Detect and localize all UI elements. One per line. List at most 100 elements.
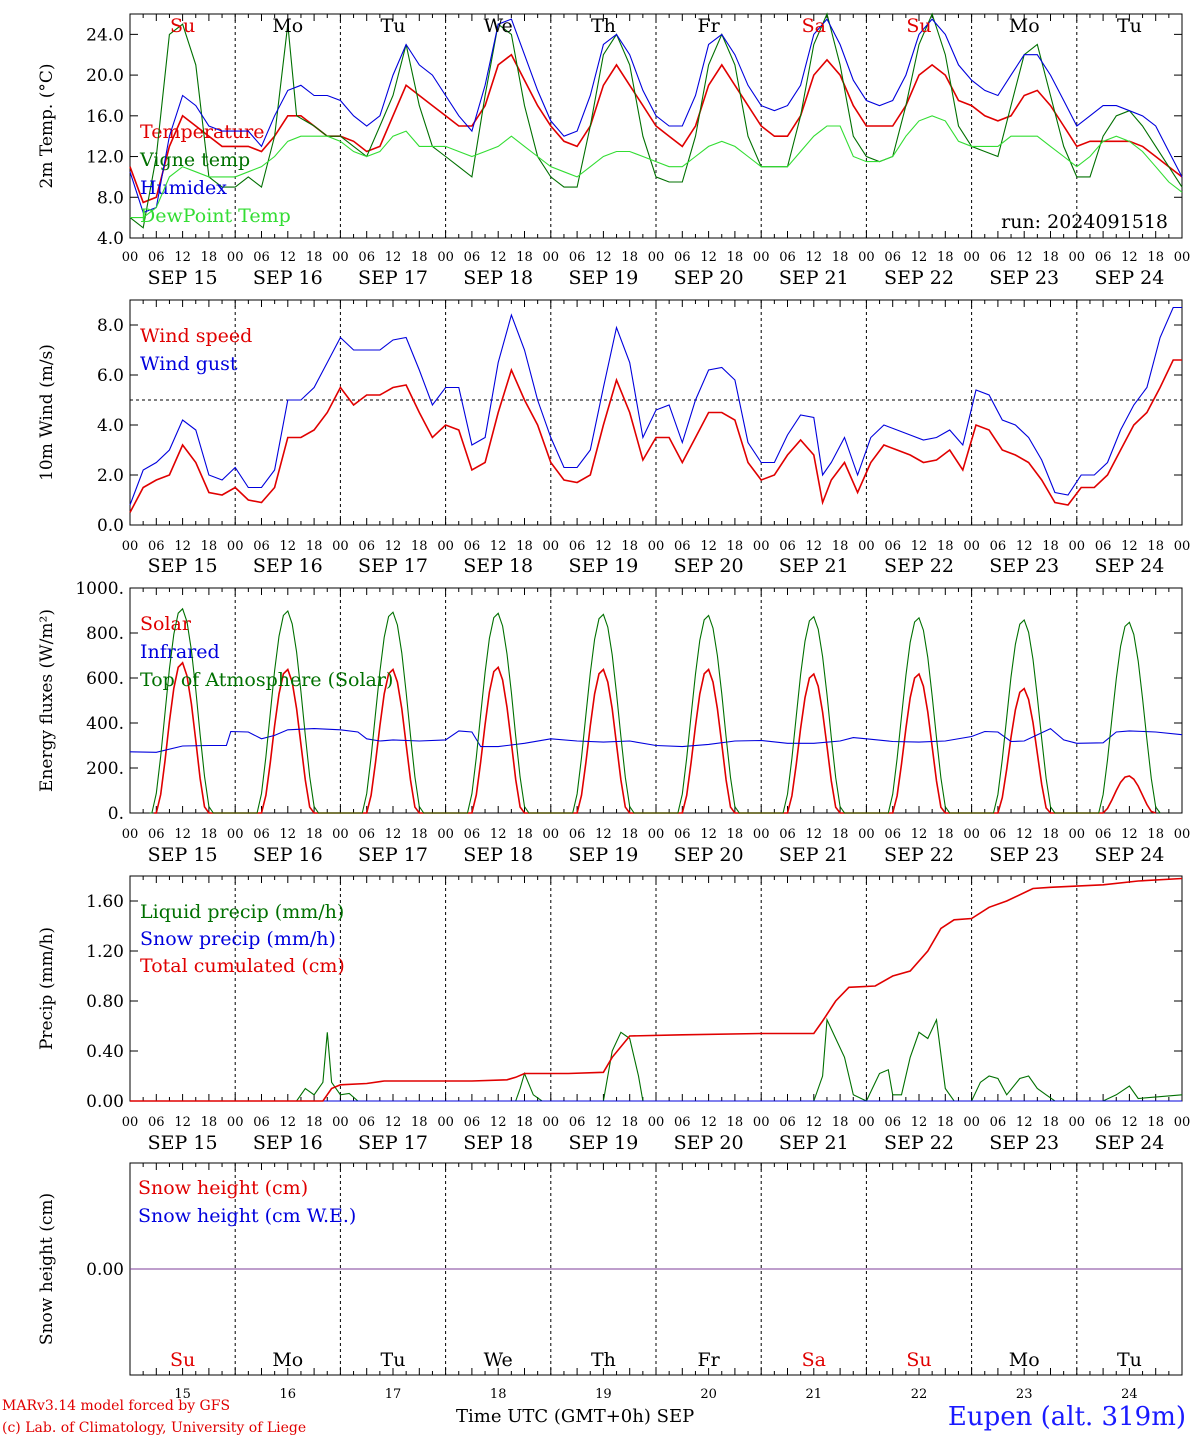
panel4-hour-label: 12 <box>1016 1115 1033 1130</box>
panel3-hour-label: 00 <box>753 827 770 842</box>
panel3-hour-label: 12 <box>700 827 717 842</box>
panel2-date-label: SEP 18 <box>463 555 533 577</box>
panel1-hour-label: 06 <box>779 250 796 265</box>
panel4-hour-label: 18 <box>832 1115 849 1130</box>
panel3-legend-solar: Solar <box>140 613 192 635</box>
panel3-hour-label: 00 <box>122 827 139 842</box>
panel3-hour-label: 12 <box>490 827 507 842</box>
panel3-frame <box>129 587 1183 814</box>
panel2-ylabel: 10m Wind (m/s) <box>37 344 57 481</box>
panel4-hour-label: 12 <box>806 1115 823 1130</box>
panel4-date-label: SEP 22 <box>884 1132 954 1154</box>
panel4-hour-label: 12 <box>174 1115 191 1130</box>
panel2-hour-label: 06 <box>464 539 481 554</box>
panel3-date-label: SEP 18 <box>463 844 533 866</box>
panel3-date-label: SEP 23 <box>989 844 1059 866</box>
panel2-hour-label: 00 <box>227 539 244 554</box>
panel4-hour-label: 12 <box>490 1115 507 1130</box>
panel4-hour-label: 06 <box>569 1115 586 1130</box>
top-weekday-label: Su <box>170 15 195 37</box>
bottom-weekday-label: Fr <box>697 1349 720 1371</box>
panel1-hour-label: 18 <box>516 250 533 265</box>
panel2-date-label: SEP 16 <box>253 555 323 577</box>
panel3-hour-label: 18 <box>621 827 638 842</box>
panel1-hour-label: 06 <box>990 250 1007 265</box>
panel5-ylabel: Snow height (cm) <box>37 1193 57 1345</box>
panel3-hour-label: 00 <box>332 827 349 842</box>
panel4-hour-label: 06 <box>779 1115 796 1130</box>
panel3-hour-label: 06 <box>779 827 796 842</box>
panel2-series-wind-gust <box>129 306 1182 506</box>
panel3-ytick-label: 200. <box>86 759 124 779</box>
panel2-hour-label: 12 <box>490 539 507 554</box>
panel3-ylabel: Energy fluxes (W/m²) <box>37 609 57 792</box>
bottom-day-number: 16 <box>280 1387 297 1402</box>
panel1-hour-label: 12 <box>806 250 823 265</box>
panel2-hour-label: 06 <box>569 539 586 554</box>
panel4-date-label: SEP 19 <box>568 1132 638 1154</box>
panel2-hour-label: 18 <box>1042 539 1059 554</box>
panel2-date-label: SEP 15 <box>148 555 218 577</box>
top-weekday-label: Tu <box>1117 15 1142 37</box>
panel4-hour-label: 00 <box>963 1115 980 1130</box>
panel4-legend-liquid-precip-mm-h: Liquid precip (mm/h) <box>140 901 344 923</box>
panel3-date-label: SEP 20 <box>674 844 744 866</box>
panel1-ytick-label: 12.0 <box>86 148 124 168</box>
top-weekday-label: We <box>484 15 513 37</box>
panel3-hour-label: 18 <box>1147 827 1164 842</box>
panel2-hour-label: 06 <box>779 539 796 554</box>
panel3-hour-label: 06 <box>148 827 165 842</box>
panel3-date-label: SEP 21 <box>779 844 849 866</box>
panel1-hour-label: 18 <box>306 250 323 265</box>
bottom-weekday-label: Su <box>170 1349 195 1371</box>
panel2-hour-label: 00 <box>543 539 560 554</box>
panel1-date-label: SEP 22 <box>884 267 954 289</box>
panel4-hour-label: 12 <box>1121 1115 1138 1130</box>
panel4-hour-label: 18 <box>1147 1115 1164 1130</box>
panel4-hour-label: 00 <box>122 1115 139 1130</box>
panel2-hour-label: 18 <box>1147 539 1164 554</box>
panel1-date-label: SEP 16 <box>253 267 323 289</box>
panel4-series-total-cumulated-cm <box>130 877 1183 1102</box>
panel4-hour-label: 00 <box>437 1115 454 1130</box>
panel1-hour-label: 12 <box>1121 250 1138 265</box>
panel2-hour-label: 12 <box>385 539 402 554</box>
panel4-hour-label: 00 <box>543 1115 560 1130</box>
panel4-date-label: SEP 15 <box>148 1132 218 1154</box>
panel3-hour-label: 00 <box>1069 827 1086 842</box>
top-weekday-label: Sa <box>802 15 826 37</box>
panel2-hour-label: 00 <box>122 539 139 554</box>
panel2-hour-label: 12 <box>911 539 928 554</box>
panel3-hour-label: 06 <box>253 827 270 842</box>
panel4-date-label: SEP 20 <box>674 1132 744 1154</box>
panel4-hour-label: 18 <box>201 1115 218 1130</box>
panel1-hour-label: 00 <box>753 250 770 265</box>
panel4-ytick-label: 0.80 <box>86 992 124 1012</box>
bottom-weekday-label: Sa <box>802 1349 826 1371</box>
panel3-hour-label: 00 <box>648 827 665 842</box>
panel2-frame <box>129 299 1183 526</box>
month-label: SEP <box>656 1406 695 1427</box>
panel3-hour-label: 00 <box>437 827 454 842</box>
panel1-hour-label: 00 <box>1069 250 1086 265</box>
panel3-hour-label: 18 <box>516 827 533 842</box>
panel2-hour-label: 06 <box>253 539 270 554</box>
panel2-hour-label: 12 <box>1121 539 1138 554</box>
panel1-hour-label: 18 <box>411 250 428 265</box>
bottom-day-number: 24 <box>1121 1387 1138 1402</box>
panel3-hour-label: 00 <box>227 827 244 842</box>
top-weekday-label: Tu <box>381 15 406 37</box>
panel1-hour-label: 06 <box>148 250 165 265</box>
panel1-legend-dewpoint-temp: DewPoint Temp <box>140 205 291 227</box>
panel4-hour-label: 06 <box>1095 1115 1112 1130</box>
credit-line-2: (c) Lab. of Climatology, University of L… <box>2 1420 307 1436</box>
panel2-hour-label: 00 <box>1069 539 1086 554</box>
panel4-ytick-label: 1.20 <box>86 942 124 962</box>
panel1-hour-label: 18 <box>201 250 218 265</box>
panel1-hour-label: 06 <box>569 250 586 265</box>
panel2-hour-label: 06 <box>884 539 901 554</box>
panel4-hour-label: 06 <box>148 1115 165 1130</box>
panel3-date-label: SEP 15 <box>148 844 218 866</box>
bottom-weekday-label: Mo <box>272 1349 303 1371</box>
panel3-hour-label: 12 <box>1016 827 1033 842</box>
